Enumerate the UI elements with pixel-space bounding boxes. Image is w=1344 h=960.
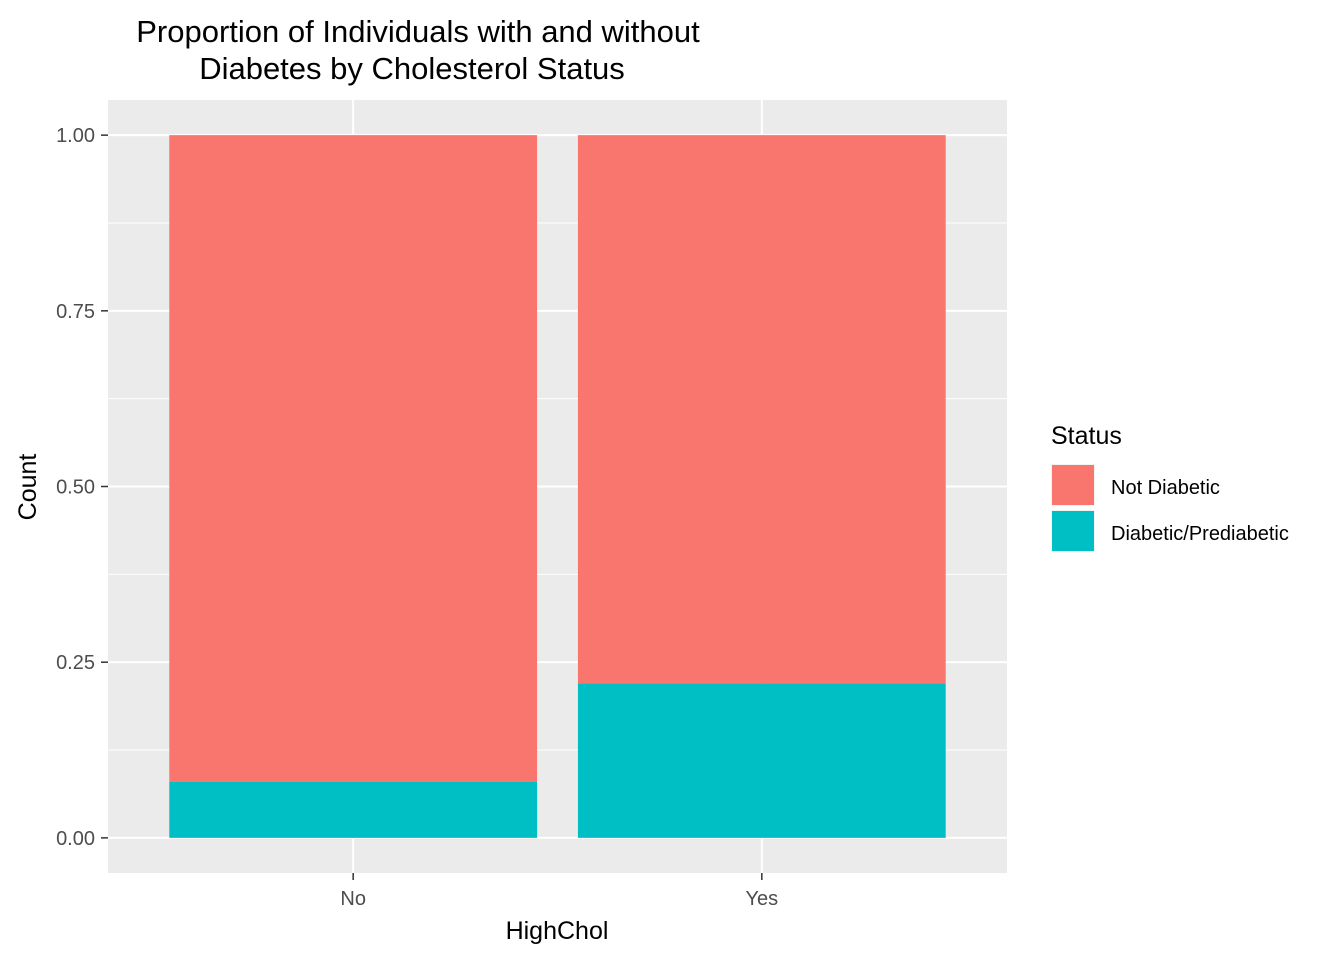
legend-swatch — [1052, 465, 1094, 505]
x-tick-label: Yes — [745, 888, 778, 910]
legend: Status Not Diabetic Diabetic/Prediabetic — [1051, 422, 1289, 552]
bar-no-diabetic-prediabetic — [169, 781, 538, 838]
y-tick-label: 0.25 — [56, 652, 95, 674]
y-axis: 0.00 0.25 0.50 0.75 1.00 — [56, 125, 108, 850]
bar-yes-not-diabetic — [577, 135, 946, 684]
x-tick-label: No — [340, 888, 366, 910]
chart-title-line-1: Proportion of Individuals with and witho… — [136, 14, 700, 49]
y-tick-label: 0.75 — [56, 301, 95, 323]
legend-label: Not Diabetic — [1111, 477, 1220, 499]
legend-title: Status — [1051, 422, 1122, 450]
x-axis: No Yes — [340, 873, 778, 910]
bar-no-not-diabetic — [169, 135, 538, 782]
x-axis-title: HighChol — [506, 917, 609, 945]
y-tick-label: 1.00 — [56, 125, 95, 147]
legend-swatch — [1052, 511, 1094, 551]
y-tick-label: 0.50 — [56, 477, 95, 499]
legend-label: Diabetic/Prediabetic — [1111, 523, 1289, 545]
y-tick-label: 0.00 — [56, 828, 95, 850]
chart-title-line-2: Diabetes by Cholesterol Status — [199, 51, 625, 86]
bar-yes-diabetic-prediabetic — [577, 683, 946, 838]
bars — [169, 135, 946, 838]
y-axis-title: Count — [14, 454, 42, 521]
